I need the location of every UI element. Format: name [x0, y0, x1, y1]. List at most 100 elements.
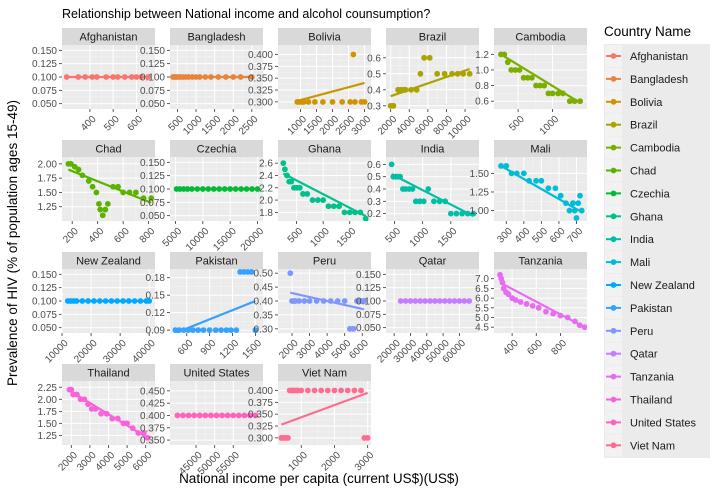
data-point: [533, 177, 540, 184]
facet-strip: [170, 252, 263, 269]
data-point: [566, 207, 573, 214]
data-point: [575, 200, 582, 207]
legend-key-point: [610, 53, 617, 59]
facet-data: [498, 163, 585, 221]
facet-data: [173, 186, 261, 192]
legend-label: Czechia: [630, 188, 671, 200]
data-point: [453, 210, 460, 217]
data-point: [545, 185, 552, 192]
trend-line: [174, 299, 256, 333]
y-tick-label: 0.075: [140, 198, 165, 209]
data-point: [296, 184, 303, 191]
legend-item-united-states: United States: [605, 411, 697, 434]
legend-key-point: [610, 98, 617, 105]
data-point: [426, 54, 433, 61]
x-tick-label: 1500: [241, 338, 265, 362]
legend-label: Brazil: [630, 120, 658, 132]
facet-chad: Chad 1.25 1.50 1.75 2.00 200 400 600 800: [38, 140, 158, 245]
facet-strip: [170, 364, 263, 381]
legend-key-point: [610, 259, 617, 265]
data-point: [98, 410, 104, 417]
y-tick-label: 0.3: [367, 101, 381, 112]
data-point: [104, 200, 111, 207]
legend-key-point: [610, 144, 617, 151]
legend-item-ghana: Ghana: [605, 205, 664, 228]
x-tick-label: 40000: [130, 338, 158, 366]
data-point: [347, 98, 354, 105]
y-tick-label: 5.0: [475, 313, 489, 324]
data-point: [99, 212, 106, 219]
data-point: [523, 301, 530, 307]
y-tick-label: 0.075: [32, 86, 57, 97]
facet-label: Peru: [313, 256, 336, 268]
y-tick-label: 2.25: [38, 383, 58, 394]
legend-key-point: [610, 419, 617, 426]
data-point: [541, 82, 548, 89]
y-tick-label: 0.050: [140, 211, 165, 222]
data-point: [287, 270, 294, 277]
data-point: [344, 387, 351, 394]
legend-key-point: [610, 442, 617, 449]
facet-data: [65, 160, 155, 219]
facet-strip: [278, 364, 371, 381]
y-tick-label: 0.375: [140, 423, 165, 434]
facet-strip: [386, 252, 479, 269]
facet-label: Qatar: [419, 256, 447, 268]
y-tick-label: 0.45: [254, 283, 274, 294]
data-point: [555, 90, 561, 97]
x-tick-label: 30000: [101, 338, 129, 366]
y-tick-label: 0.09: [146, 326, 166, 337]
legend-item-india: India: [605, 228, 655, 251]
facet-strip: [170, 28, 263, 45]
y-tick-label: 0.325: [248, 422, 273, 433]
y-tick-label: 1.50: [38, 188, 58, 199]
x-tick-label: 1200: [218, 338, 242, 362]
x-tick-label: 6000: [413, 114, 437, 138]
facet-strip: [386, 140, 479, 157]
facet-thailand: Thailand 1.251.501.752.002.25 200030004000…: [38, 364, 155, 473]
data-point: [524, 74, 531, 81]
legend-key-point: [610, 373, 617, 380]
data-point: [390, 102, 397, 109]
facet-czechia: Czechia 0.050 0.075 0.100 0.125 0.150 5000 1000…: [140, 140, 267, 254]
x-tick-label: 1500: [436, 226, 460, 250]
facet-bolivia: Bolivia0.3000.3250.3500.3750.40010001500…: [248, 28, 374, 137]
trend-line: [282, 172, 367, 218]
legend: Afghanistan Bangladesh Bolivia Brazil Cambod…: [605, 45, 697, 457]
facet-data: [63, 74, 151, 80]
legend-label: Peru: [630, 326, 653, 338]
data-point: [304, 387, 311, 394]
x-tick-label: 900: [199, 338, 219, 358]
data-point: [505, 291, 512, 298]
legend-item-brazil: Brazil: [605, 113, 658, 136]
y-tick-label: 0.15: [146, 291, 166, 302]
data-point: [319, 98, 326, 105]
y-tick-label: 0.150: [140, 46, 165, 57]
x-tick-label: 20000: [239, 226, 267, 254]
data-point: [233, 327, 240, 333]
x-tick-label: 1000: [181, 114, 205, 138]
facet-ghana: Ghana 1.82.0 2.22.42.6 500 1000 1500: [259, 140, 371, 249]
y-tick-label: 0.075: [356, 310, 381, 321]
data-point: [311, 98, 318, 105]
x-tick-label: 600: [176, 338, 196, 358]
legend-item-afghanistan: Afghanistan: [605, 45, 688, 67]
data-point: [346, 209, 353, 216]
facet-label: Tanzania: [518, 256, 563, 268]
facet-data: [388, 161, 477, 218]
legend-label: New Zealand: [630, 280, 695, 292]
y-tick-label: 0.50: [254, 269, 274, 280]
facet-label: Mali: [530, 144, 550, 156]
data-point: [285, 434, 291, 441]
trend-line: [280, 391, 369, 426]
x-tick-label: 4000: [312, 338, 336, 362]
y-tick-label: 0.100: [32, 73, 57, 84]
legend-item-thailand: Thailand: [605, 388, 672, 411]
y-tick-label: 0.050: [32, 323, 57, 334]
y-tick-label: 0.8: [475, 81, 489, 92]
y-tick-label: 0.100: [140, 185, 165, 196]
x-tick-label: 400: [79, 114, 99, 134]
y-tick-label: 2.6: [259, 159, 273, 170]
facet-strip: [494, 252, 587, 269]
